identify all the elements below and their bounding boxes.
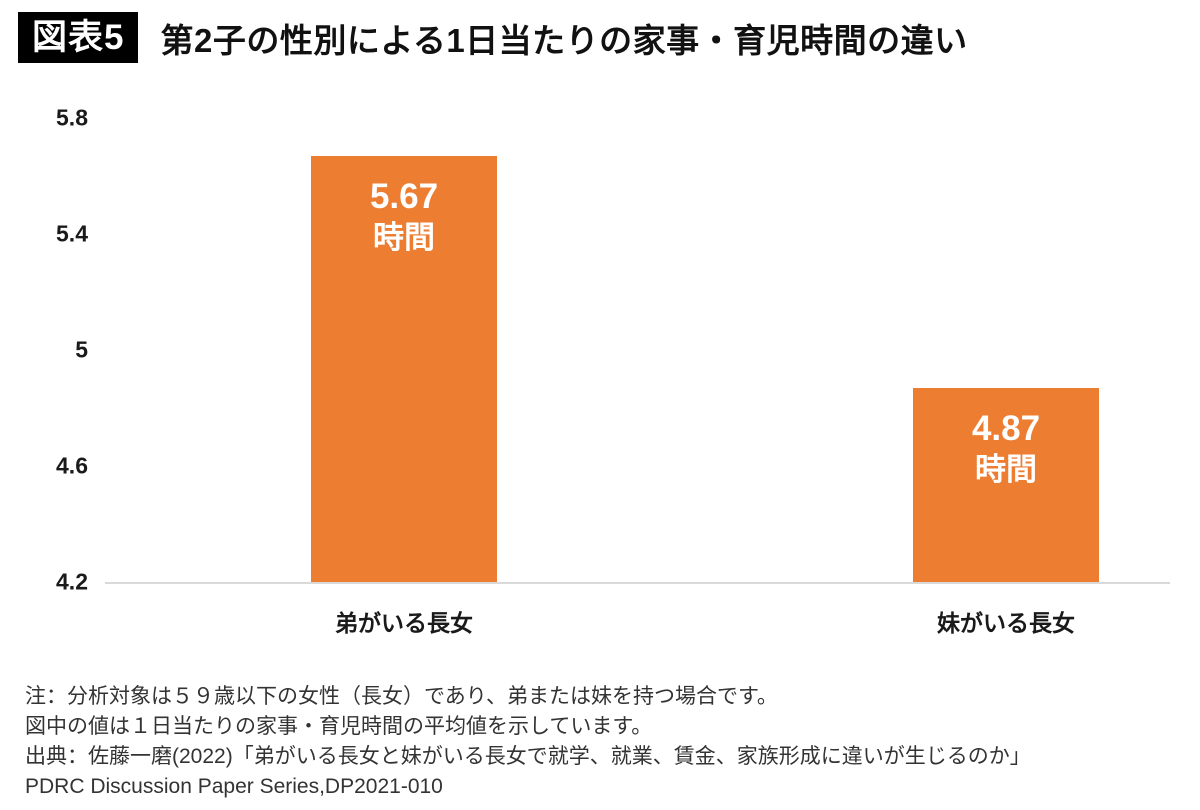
x-axis-category-label: 妹がいる長女 xyxy=(937,610,1075,636)
figure-header: 図表5 第2子の性別による1日当たりの家事・育児時間の違い xyxy=(18,12,968,63)
y-axis-tick-label: 4.6 xyxy=(56,452,88,479)
y-axis-tick-label: 5.4 xyxy=(56,220,88,247)
note-line: PDRC Discussion Paper Series,DP2021-010 xyxy=(25,775,443,798)
note-line: 注：分析対象は５９歳以下の女性（長女）であり、弟または妹を持つ場合です。 xyxy=(25,685,778,708)
bar-chart: 5.8 5.4 5 4.6 4.2 5.67 時間 4.87 時間 弟がいる長女 妹がいる長女 xyxy=(56,104,1170,636)
bar: 5.67 時間 xyxy=(311,155,497,582)
x-axis-category-label: 弟がいる長女 xyxy=(335,610,473,636)
bar-value-label: 5.67 xyxy=(369,176,439,216)
bar-unit-label: 時間 xyxy=(373,219,435,255)
bar: 4.87 時間 xyxy=(913,387,1099,582)
y-axis-tick-label: 4.2 xyxy=(56,568,88,595)
figure-number-badge: 図表5 xyxy=(18,12,139,63)
bar-unit-label: 時間 xyxy=(975,451,1037,487)
note-line: 出典：佐藤一磨(2022)「弟がいる長女と妹がいる長女で就学、就業、賃金、家族形… xyxy=(25,745,1031,768)
notes-block: 注：分析対象は５９歳以下の女性（長女）であり、弟または妹を持つ場合です。 図中の… xyxy=(25,682,1031,802)
x-axis-baseline xyxy=(105,582,1170,584)
note-line: 図中の値は１日当たりの家事・育児時間の平均値を示しています。 xyxy=(25,715,653,738)
bar-value-label: 4.87 xyxy=(971,408,1041,448)
figure-title: 第2子の性別による1日当たりの家事・育児時間の違い xyxy=(160,21,968,59)
y-axis-tick-label: 5.8 xyxy=(56,104,88,131)
y-axis-tick-label: 5 xyxy=(75,336,88,363)
